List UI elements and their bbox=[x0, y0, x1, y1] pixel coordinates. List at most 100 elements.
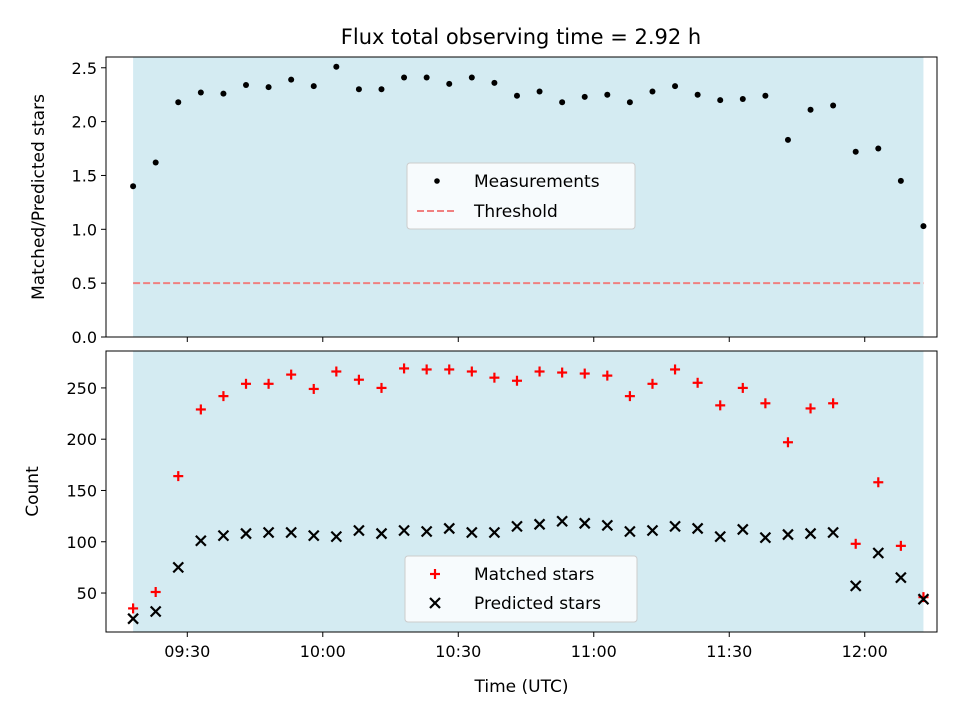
measurement-point bbox=[243, 82, 250, 88]
y-tick-label: 0.0 bbox=[72, 328, 97, 347]
y-tick-label: 100 bbox=[66, 533, 97, 552]
predicted-stars-point bbox=[330, 530, 343, 543]
matched-stars-point bbox=[241, 378, 252, 389]
predicted-stars-point-b bbox=[849, 580, 862, 592]
matched-stars-point bbox=[670, 364, 681, 375]
x-tick-label: 11:00 bbox=[571, 642, 617, 661]
predicted-stars-point bbox=[578, 517, 591, 530]
predicted-stars-point-b bbox=[511, 520, 523, 533]
top-legend-box bbox=[406, 162, 636, 230]
measurement-point bbox=[175, 99, 182, 106]
predicted-stars-point-b bbox=[172, 561, 185, 574]
measurement-point bbox=[784, 136, 791, 143]
matched-stars-point bbox=[331, 366, 342, 377]
bottom-y-ticks: 50 100 150 200 250 bbox=[66, 379, 106, 603]
matched-stars-point bbox=[286, 369, 297, 380]
matched-stars-point bbox=[647, 378, 658, 389]
predicted-stars-point-b bbox=[533, 518, 546, 531]
matched-stars-point bbox=[399, 363, 410, 374]
measurement-point bbox=[152, 159, 159, 166]
measurement-point bbox=[807, 106, 814, 113]
predicted-stars-point bbox=[307, 529, 320, 542]
legend-label-measurements: Measurements bbox=[474, 172, 600, 192]
measurement-point bbox=[423, 74, 430, 81]
predicted-stars-point-b bbox=[330, 530, 343, 543]
measurement-point bbox=[378, 86, 385, 93]
predicted-stars-point-b bbox=[804, 527, 817, 540]
y-tick-label: 250 bbox=[66, 379, 97, 398]
predicted-stars-point bbox=[782, 528, 794, 541]
matched-stars-point bbox=[534, 366, 545, 377]
measurement-point bbox=[220, 90, 227, 97]
y-tick-label: 2.5 bbox=[72, 59, 97, 78]
measurement-point bbox=[604, 91, 611, 98]
predicted-stars-point-b bbox=[420, 525, 433, 538]
predicted-stars-point-b bbox=[827, 526, 839, 539]
predicted-stars-point bbox=[353, 524, 365, 537]
measurement-point bbox=[649, 88, 656, 95]
measurement-point bbox=[265, 84, 272, 91]
measurement-point bbox=[897, 177, 904, 184]
bottom-marks bbox=[127, 363, 930, 625]
measurement-point bbox=[762, 92, 769, 99]
legend-marker-predicted-stars bbox=[429, 597, 441, 609]
predicted-stars-point-b bbox=[217, 529, 230, 542]
predicted-stars-point-b bbox=[601, 519, 614, 532]
predicted-stars-point-b bbox=[262, 526, 275, 539]
predicted-stars-point bbox=[624, 525, 636, 538]
measurement-point bbox=[559, 99, 566, 106]
predicted-stars-point bbox=[420, 525, 433, 538]
matched-stars-point bbox=[218, 391, 229, 402]
measurement-point bbox=[491, 79, 498, 86]
measurement-point bbox=[717, 97, 724, 104]
predicted-stars-point bbox=[669, 520, 681, 533]
matched-stars-point bbox=[737, 382, 748, 393]
predicted-stars-point-b bbox=[488, 526, 501, 539]
predicted-stars-point-b bbox=[691, 522, 704, 535]
matched-stars-point bbox=[782, 437, 793, 448]
y-tick-label: 0.5 bbox=[72, 274, 97, 293]
measurement-point bbox=[536, 88, 543, 95]
matched-stars-point bbox=[692, 377, 703, 388]
matched-stars-point bbox=[353, 374, 364, 385]
matched-stars-point bbox=[308, 383, 319, 394]
matched-stars-point bbox=[602, 370, 613, 381]
matched-stars-point bbox=[624, 391, 635, 402]
y-tick-label: 200 bbox=[66, 430, 97, 449]
bottom-legend-box bbox=[404, 555, 638, 623]
predicted-stars-point bbox=[240, 527, 252, 540]
predicted-stars-point bbox=[556, 515, 568, 528]
predicted-stars-point-b bbox=[895, 571, 907, 584]
legend-x-b bbox=[429, 597, 441, 609]
measurement-point bbox=[875, 145, 882, 152]
measurement-point bbox=[468, 74, 475, 81]
predicted-stars-point bbox=[262, 526, 275, 539]
predicted-stars-point-b bbox=[127, 612, 139, 625]
predicted-stars-point-b bbox=[375, 527, 388, 540]
legend-label-predicted-stars: Predicted stars bbox=[474, 594, 601, 614]
predicted-stars-point bbox=[398, 524, 410, 537]
predicted-stars-point-b bbox=[240, 527, 252, 540]
predicted-stars-point bbox=[127, 612, 139, 625]
matched-stars-point bbox=[805, 403, 816, 414]
predicted-stars-point-b bbox=[556, 515, 568, 528]
predicted-stars-point bbox=[511, 520, 523, 533]
predicted-stars-point-b bbox=[578, 517, 591, 530]
measurement-point bbox=[197, 89, 204, 96]
predicted-stars-point-b bbox=[466, 526, 478, 539]
predicted-stars-point-b bbox=[353, 524, 365, 537]
x-tick-label: 10:00 bbox=[300, 642, 346, 661]
x-tick-label: 11:30 bbox=[706, 642, 752, 661]
predicted-stars-point bbox=[804, 527, 817, 540]
matched-stars-point bbox=[511, 375, 522, 386]
predicted-stars-point-b bbox=[759, 531, 772, 544]
predicted-stars-point-b bbox=[398, 524, 410, 537]
predicted-stars-point-b bbox=[285, 526, 297, 539]
predicted-stars-point bbox=[714, 530, 726, 543]
predicted-stars-point bbox=[195, 534, 207, 547]
predicted-stars-point bbox=[601, 519, 614, 532]
predicted-stars-point-b bbox=[669, 520, 681, 533]
top-marks bbox=[130, 63, 927, 285]
predicted-stars-point-b bbox=[737, 523, 749, 536]
measurement-point bbox=[401, 74, 408, 81]
